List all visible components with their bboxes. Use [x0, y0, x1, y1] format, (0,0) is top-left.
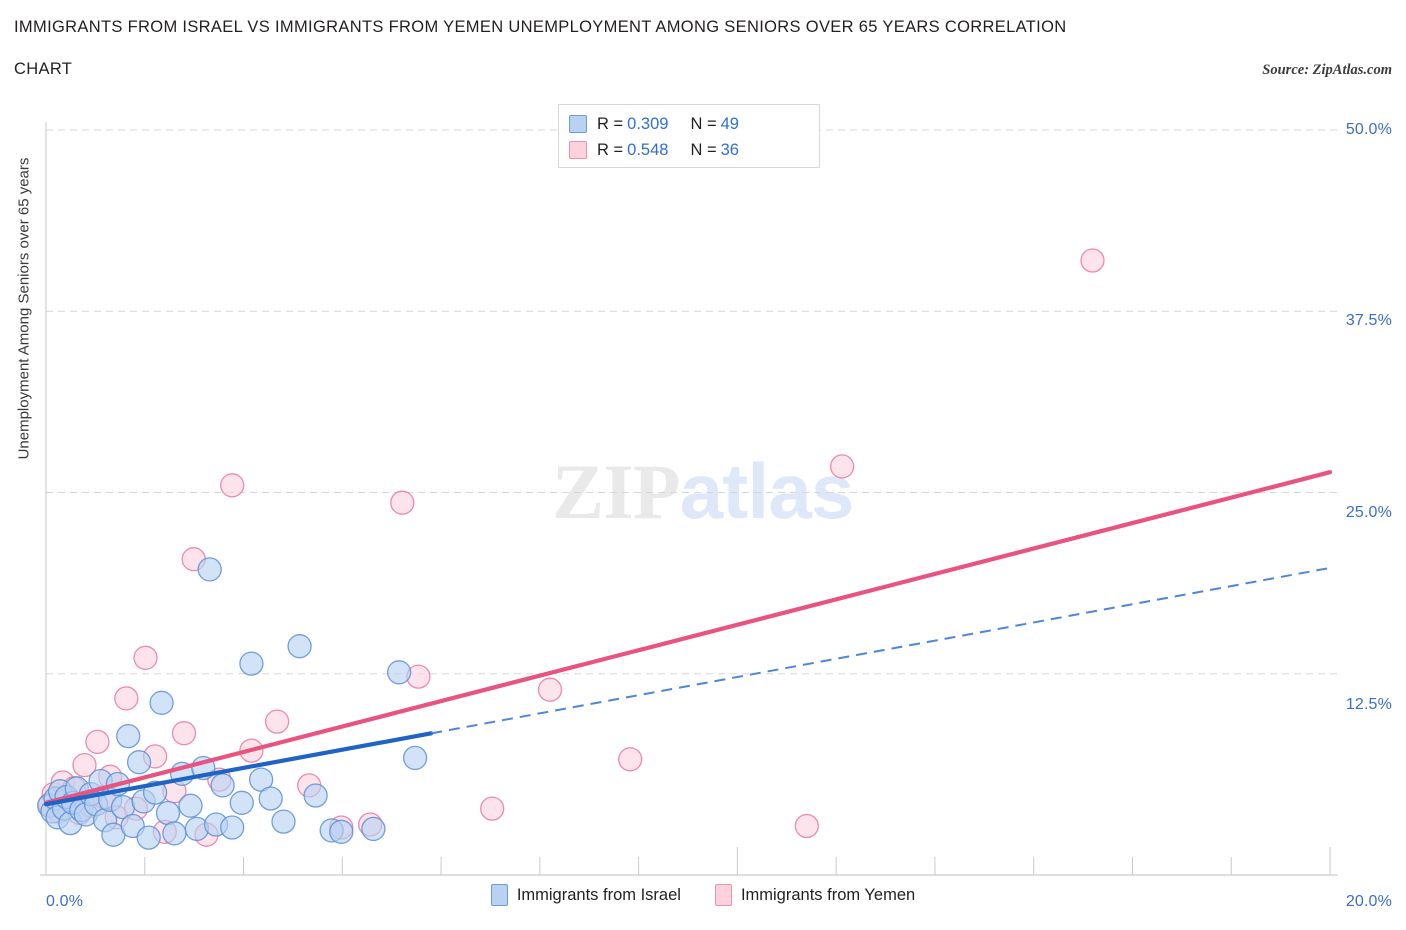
data-point: [162, 821, 187, 846]
data-point: [264, 709, 290, 734]
watermark: ZIPatlas: [552, 446, 854, 537]
trendline-israel-dashed: [431, 566, 1331, 735]
stats-legend-row-yemen: R = 0.548 N = 36: [569, 137, 809, 163]
data-points-israel: [37, 557, 428, 850]
data-point: [133, 645, 158, 670]
data-point: [829, 454, 855, 479]
source-label: Source: ZipAtlas.com: [1262, 62, 1392, 78]
y-tick-label-2: 25.0%: [1345, 504, 1392, 521]
y-tick-label-3: 12.5%: [1345, 696, 1392, 713]
series-label-yemen: Immigrants from Yemen: [740, 885, 916, 904]
data-point: [390, 490, 415, 515]
y-axis-title: Unemployment Among Seniors over 65 years: [15, 157, 33, 460]
y-tick-label-0: 50.0%: [1345, 121, 1392, 138]
data-point: [258, 786, 283, 811]
n-label-israel: N =: [690, 114, 717, 133]
trendline-yemen-solid: [43, 470, 1333, 805]
series-swatch-yemen: [714, 884, 732, 906]
data-point: [220, 815, 245, 840]
n-value-israel: 49: [720, 114, 739, 133]
data-point: [220, 473, 245, 498]
data-point: [271, 809, 296, 834]
data-point: [303, 783, 328, 808]
data-point: [155, 800, 181, 826]
correlation-stats-legend: R = 0.309 N = 49 R = 0.548 N = 36: [558, 104, 820, 168]
data-point: [210, 773, 235, 798]
series-label-israel: Immigrants from Israel: [516, 885, 681, 904]
data-point: [136, 825, 161, 850]
n-label-yemen: N =: [690, 140, 717, 159]
x-axis-max-label: 20.0%: [1345, 893, 1392, 910]
gridlines: [46, 129, 1338, 675]
y-tick-label-1: 37.5%: [1345, 312, 1392, 329]
trendline-israel-solid: [43, 731, 434, 807]
data-point: [480, 796, 505, 821]
axis-lines: [40, 122, 1338, 876]
data-point: [1080, 248, 1105, 273]
legend-swatch-israel: [569, 115, 587, 133]
data-point: [239, 651, 264, 676]
data-point: [116, 723, 141, 749]
data-point: [126, 750, 152, 775]
x-axis-ticks: [45, 847, 1331, 875]
data-point: [178, 793, 203, 818]
r-label-yemen: R =: [597, 140, 624, 159]
data-point: [386, 660, 412, 685]
data-point: [114, 686, 139, 711]
stats-legend-row-israel: R = 0.309 N = 49: [569, 111, 809, 137]
data-point: [229, 790, 254, 815]
data-point: [287, 634, 312, 659]
data-point: [329, 819, 354, 844]
r-value-israel: 0.309: [627, 114, 669, 133]
r-label-israel: R =: [597, 114, 624, 133]
watermark-zip: ZIP: [552, 448, 680, 535]
data-point: [171, 721, 197, 746]
r-value-yemen: 0.548: [627, 140, 669, 159]
data-point: [85, 729, 110, 755]
data-points-yemen: [37, 248, 1105, 847]
chart-title-block: IMMIGRANTS FROM ISRAEL VS IMMIGRANTS FRO…: [14, 16, 1194, 82]
trendline-yemen: [43, 470, 1333, 805]
data-point: [402, 745, 428, 771]
data-point: [149, 690, 174, 715]
data-point: [197, 557, 222, 582]
watermark-atlas: atlas: [679, 447, 855, 535]
series-swatch-israel: [490, 884, 508, 906]
x-axis-min-label: 0.0%: [46, 893, 84, 910]
series-legend-item-yemen[interactable]: Immigrants from Yemen: [714, 884, 916, 906]
n-value-yemen: 36: [720, 140, 739, 159]
trendline-israel: [43, 566, 1331, 807]
series-legend-item-israel[interactable]: Immigrants from Israel: [490, 884, 681, 906]
page-title-line-1: IMMIGRANTS FROM ISRAEL VS IMMIGRANTS FRO…: [14, 18, 1067, 36]
page-title-line-2: CHART: [14, 59, 73, 78]
data-point: [72, 752, 97, 778]
data-point: [618, 747, 643, 772]
data-point: [794, 813, 819, 839]
data-point: [361, 816, 386, 842]
legend-swatch-yemen: [569, 141, 587, 159]
data-point: [537, 677, 563, 702]
series-legend: Immigrants from Israel Immigrants from Y…: [0, 884, 1406, 906]
